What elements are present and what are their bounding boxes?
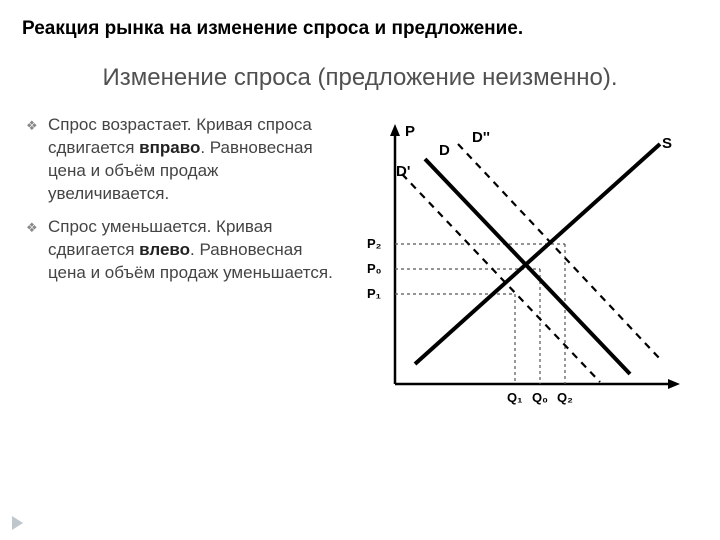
- content-row: ❖ Спрос возрастает. Кривая спроса сдвига…: [0, 114, 720, 424]
- supply-demand-chart: P S D D' D'' P₂ P₀ P₁ Q₁ Q₀ Q₂: [340, 114, 710, 424]
- bullet-text: Спрос уменьшается. Кривая сдвигается вле…: [48, 216, 340, 285]
- bullet-item: ❖ Спрос уменьшается. Кривая сдвигается в…: [26, 216, 340, 285]
- svg-text:D: D: [439, 142, 450, 159]
- svg-text:S: S: [662, 135, 672, 152]
- slide-marker-icon: [12, 516, 23, 530]
- svg-text:P₀: P₀: [367, 261, 382, 276]
- svg-text:Q₂: Q₂: [557, 390, 573, 405]
- svg-text:Q₀: Q₀: [532, 390, 548, 405]
- svg-text:Q₁: Q₁: [507, 390, 523, 405]
- svg-text:P₁: P₁: [367, 286, 381, 301]
- bullet-list: ❖ Спрос возрастает. Кривая спроса сдвига…: [10, 114, 340, 424]
- svg-text:D': D': [396, 163, 410, 180]
- bullet-marker-icon: ❖: [26, 114, 48, 206]
- page-title: Реакция рынка на изменение спроса и пред…: [0, 0, 720, 50]
- chart-svg: P S D D' D'' P₂ P₀ P₁ Q₁ Q₀ Q₂: [340, 114, 690, 424]
- bullet-marker-icon: ❖: [26, 216, 48, 285]
- bullet-text: Спрос возрастает. Кривая спроса сдвигает…: [48, 114, 340, 206]
- section-title: Изменение спроса (предложение неизменно)…: [0, 50, 720, 114]
- svg-text:D'': D'': [472, 129, 490, 146]
- svg-text:P: P: [405, 123, 415, 140]
- bullet-item: ❖ Спрос возрастает. Кривая спроса сдвига…: [26, 114, 340, 206]
- svg-text:P₂: P₂: [367, 236, 382, 251]
